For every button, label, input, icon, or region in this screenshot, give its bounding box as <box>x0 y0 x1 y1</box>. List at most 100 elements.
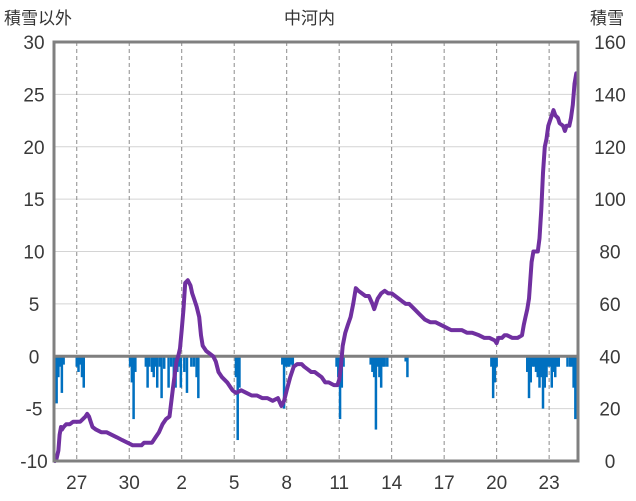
data-bar <box>557 356 561 367</box>
data-bar <box>82 356 85 388</box>
right-axis-label: 積雪 <box>590 9 624 29</box>
data-bar <box>152 356 155 378</box>
data-bar <box>132 356 135 420</box>
data-bar <box>572 356 575 388</box>
data-bar <box>192 356 196 367</box>
data-bar <box>185 356 189 393</box>
data-bar <box>371 356 374 372</box>
left-tick-label: 20 <box>23 138 44 159</box>
data-bar <box>58 356 62 367</box>
left-tick-label: 15 <box>23 190 44 211</box>
data-bar <box>335 356 338 367</box>
right-tick-label: 160 <box>594 33 626 54</box>
data-bar <box>130 356 134 383</box>
data-bar <box>493 356 497 383</box>
data-bar <box>495 356 498 367</box>
right-tick-label: 20 <box>599 400 620 421</box>
data-bar <box>379 356 383 388</box>
data-bar <box>406 356 409 378</box>
x-tick-label: 8 <box>281 473 292 494</box>
data-bar <box>80 356 84 378</box>
data-bar <box>78 356 82 365</box>
data-bar <box>150 356 154 372</box>
data-bar <box>383 356 386 367</box>
left-tick-label: 0 <box>29 347 40 368</box>
x-tick-label: 20 <box>486 473 507 494</box>
data-bar <box>55 356 58 404</box>
data-bar <box>236 356 239 441</box>
left-tick-label: 5 <box>29 295 40 316</box>
data-bar <box>554 356 557 378</box>
data-bar <box>155 356 159 388</box>
data-bar <box>531 356 534 367</box>
right-tick-label: 40 <box>599 347 620 368</box>
data-bar <box>533 356 536 367</box>
data-bar <box>552 356 555 372</box>
left-tick-label: 10 <box>23 243 44 264</box>
left-tick-label: 25 <box>23 85 44 106</box>
x-tick-label: 11 <box>329 473 349 494</box>
data-bar <box>148 356 151 367</box>
data-bar <box>545 356 548 378</box>
data-bar <box>574 356 577 420</box>
data-bar <box>550 356 554 388</box>
left-tick-label: -5 <box>26 400 43 421</box>
data-bar <box>75 356 78 367</box>
right-tick-label: 60 <box>599 295 620 316</box>
data-bar <box>234 356 238 378</box>
data-bar <box>491 356 495 399</box>
data-bar <box>386 356 389 367</box>
data-bar <box>284 356 288 367</box>
x-tick-label: 5 <box>229 473 240 494</box>
data-bar <box>158 356 162 367</box>
data-bar <box>282 356 286 409</box>
right-tick-label: 100 <box>594 190 626 211</box>
data-bar <box>547 356 550 367</box>
data-bar <box>527 356 531 399</box>
data-bar <box>381 356 385 367</box>
data-bar <box>534 356 538 372</box>
data-bar <box>169 356 173 367</box>
data-bar <box>540 356 543 378</box>
data-bar <box>134 356 137 372</box>
data-bar <box>529 356 533 383</box>
data-bar <box>342 356 345 367</box>
chart-title: 中河内 <box>284 9 335 29</box>
left-tick-label: -10 <box>20 452 47 473</box>
data-bar <box>570 356 574 367</box>
data-bar <box>238 356 241 388</box>
right-tick-label: 120 <box>594 138 626 159</box>
data-bar <box>538 356 541 388</box>
data-bar <box>490 356 493 367</box>
left-axis-label: 積雪以外 <box>4 9 72 29</box>
x-tick-label: 23 <box>539 473 560 494</box>
data-bar <box>337 356 340 378</box>
data-bar <box>195 356 198 378</box>
data-bar <box>128 356 132 367</box>
plot-frame <box>52 40 580 463</box>
data-bar <box>541 356 545 409</box>
data-bar <box>376 356 379 367</box>
data-bar <box>197 356 200 399</box>
data-bar <box>281 356 284 365</box>
data-bar <box>177 356 181 367</box>
data-bar <box>555 356 559 367</box>
data-bar <box>291 356 295 367</box>
snow-depth-line <box>52 71 579 463</box>
data-bar <box>183 356 186 372</box>
data-bar <box>286 356 289 367</box>
data-bar <box>404 356 407 362</box>
data-bar <box>154 356 157 367</box>
data-bar <box>60 356 64 393</box>
data-bar <box>568 356 572 367</box>
data-bar <box>288 356 291 367</box>
data-bar <box>566 356 569 367</box>
x-tick-label: 27 <box>66 473 87 494</box>
data-bar <box>57 356 60 378</box>
data-bar <box>160 356 163 399</box>
left-tick-label: 30 <box>23 33 44 54</box>
right-tick-label: 0 <box>605 452 616 473</box>
x-tick-label: 17 <box>434 473 455 494</box>
data-bar <box>369 356 372 365</box>
data-bar <box>372 356 376 378</box>
